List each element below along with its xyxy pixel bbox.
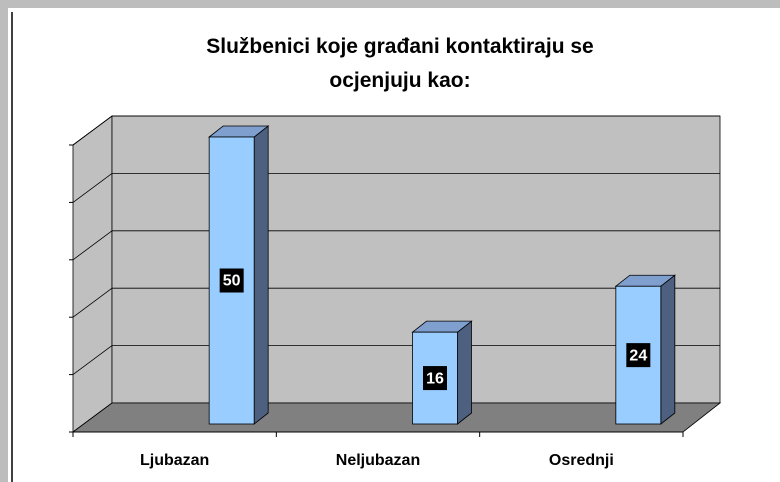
data-label: 24 <box>629 347 647 364</box>
bar-side <box>660 274 676 425</box>
side-wall <box>72 115 113 433</box>
data-label: 50 <box>223 273 241 290</box>
chart-title: Službenici koje građani kontaktiraju se … <box>206 35 594 92</box>
grid-line-side <box>72 345 113 375</box>
grid-line-side <box>72 230 113 261</box>
x-tick-label: Neljubazan <box>336 452 420 469</box>
x-tick-label: Ljubazan <box>140 452 209 469</box>
data-label-box <box>423 366 447 391</box>
grid-line-side <box>72 287 113 318</box>
grid-line-side <box>72 115 113 146</box>
bar-side <box>457 320 472 425</box>
bar-side <box>253 125 269 425</box>
data-label-box <box>219 268 244 293</box>
grid-line-side <box>72 173 113 203</box>
x-tick-label: Osrednji <box>549 452 614 469</box>
data-label: 16 <box>426 370 444 387</box>
frame-top <box>0 0 780 8</box>
data-label-box <box>626 343 651 368</box>
frame-left <box>0 0 8 482</box>
